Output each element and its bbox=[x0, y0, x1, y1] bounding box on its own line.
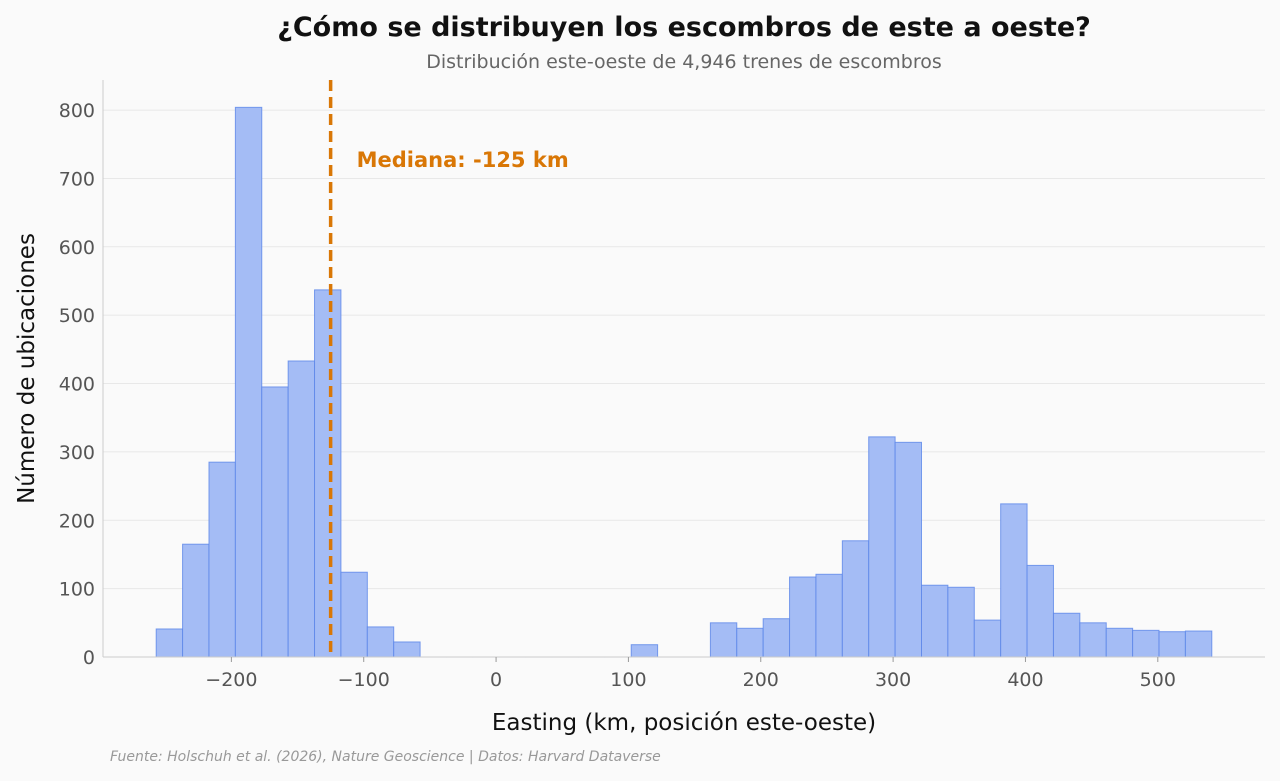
histogram-bar bbox=[868, 436, 896, 658]
y-tick-label: 400 bbox=[59, 374, 95, 396]
x-axis-label: Easting (km, posición este-oeste) bbox=[492, 710, 876, 736]
x-tick-label: 500 bbox=[1140, 669, 1176, 691]
histogram-bar bbox=[736, 627, 764, 658]
histogram-bar bbox=[841, 540, 870, 658]
x-tick-label: −100 bbox=[338, 669, 390, 691]
histogram-bar bbox=[1052, 612, 1081, 658]
histogram-bar bbox=[894, 441, 923, 658]
x-tick-label: 400 bbox=[1007, 669, 1043, 691]
chart-subtitle: Distribución este-oeste de 4,946 trenes … bbox=[426, 51, 942, 73]
histogram-bar bbox=[287, 360, 316, 658]
histogram-bar bbox=[182, 543, 210, 658]
histogram-bar bbox=[393, 641, 421, 658]
median-label: Mediana: -125 km bbox=[357, 148, 569, 172]
histogram-bar bbox=[314, 289, 342, 658]
y-tick-label: 700 bbox=[59, 168, 95, 190]
histogram-bar bbox=[261, 386, 289, 658]
y-tick-label: 800 bbox=[59, 100, 95, 122]
histogram-bar bbox=[1105, 627, 1134, 658]
histogram-bar bbox=[340, 571, 368, 658]
histogram-bar bbox=[709, 622, 738, 658]
x-tick-label: 100 bbox=[610, 669, 646, 691]
histogram-bar bbox=[921, 584, 949, 658]
y-tick-label: 0 bbox=[83, 647, 95, 669]
source-note: Fuente: Holschuh et al. (2026), Nature G… bbox=[110, 749, 661, 765]
y-axis-label: Número de ubicaciones bbox=[14, 233, 40, 504]
histogram-bar bbox=[208, 461, 236, 658]
histogram-bar bbox=[762, 618, 791, 658]
histogram-bar bbox=[947, 586, 975, 658]
histogram-bar bbox=[234, 106, 263, 658]
x-tick-label: −200 bbox=[205, 669, 257, 691]
histogram-bar bbox=[815, 573, 843, 658]
x-tick-label: 0 bbox=[490, 669, 502, 691]
x-tick-label: 300 bbox=[875, 669, 911, 691]
histogram-bar bbox=[1158, 631, 1186, 658]
x-tick-label: 200 bbox=[743, 669, 779, 691]
y-tick-label: 600 bbox=[59, 237, 95, 259]
histogram-bar bbox=[973, 619, 1002, 658]
histogram-bar bbox=[1079, 622, 1107, 658]
chart-title: ¿Cómo se distribuyen los escombros de es… bbox=[277, 12, 1091, 43]
y-tick-label: 200 bbox=[59, 510, 95, 532]
histogram-bar bbox=[630, 644, 659, 658]
histogram-bar bbox=[155, 628, 184, 658]
histogram-bar bbox=[789, 576, 817, 658]
y-tick-label: 300 bbox=[59, 442, 95, 464]
histogram-bar bbox=[1184, 630, 1213, 658]
histogram-bar bbox=[366, 626, 395, 658]
y-tick-label: 500 bbox=[59, 305, 95, 327]
histogram-bar bbox=[1000, 503, 1028, 658]
histogram-bar bbox=[1132, 629, 1160, 658]
histogram-bar bbox=[1026, 564, 1054, 658]
y-tick-label: 100 bbox=[59, 579, 95, 601]
